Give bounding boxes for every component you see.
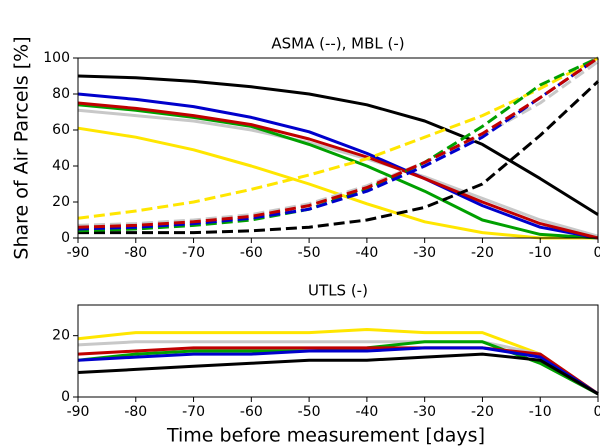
x-tick-label: -90 bbox=[67, 404, 90, 420]
series-line bbox=[77, 340, 599, 396]
axes-frame bbox=[77, 57, 599, 239]
axes-frame bbox=[77, 304, 599, 398]
y-tick-label: 20 bbox=[52, 328, 70, 344]
x-tick-label: -50 bbox=[298, 245, 321, 261]
series-line bbox=[77, 56, 599, 220]
x-tick-label: -30 bbox=[413, 404, 436, 420]
y-tick-label: 20 bbox=[52, 194, 70, 210]
x-tick-label: 0 bbox=[594, 404, 600, 420]
y-tick-label: 0 bbox=[61, 389, 70, 405]
y-tick-label: 80 bbox=[52, 86, 70, 102]
x-tick-label: -90 bbox=[67, 245, 90, 261]
y-axis-label: Share of Air Parcels [%] bbox=[11, 36, 33, 259]
x-tick-label: -40 bbox=[355, 245, 378, 261]
series-line bbox=[77, 328, 599, 396]
series-line bbox=[77, 74, 599, 216]
series-line bbox=[77, 92, 599, 240]
chart-title: UTLS (-) bbox=[308, 282, 368, 300]
series-line bbox=[77, 352, 599, 396]
x-tick-label: -20 bbox=[471, 245, 494, 261]
series-line bbox=[77, 56, 599, 231]
series-line bbox=[78, 80, 600, 235]
x-tick-label: -80 bbox=[124, 245, 147, 261]
series-line bbox=[77, 126, 598, 240]
y-tick-label: 100 bbox=[43, 50, 70, 66]
series-line bbox=[77, 101, 599, 240]
x-tick-label: -50 bbox=[298, 404, 321, 420]
x-tick-label: -60 bbox=[240, 404, 263, 420]
series-line bbox=[77, 56, 599, 233]
x-tick-label: -20 bbox=[471, 404, 494, 420]
series-line bbox=[77, 56, 599, 229]
y-tick-label: 60 bbox=[52, 122, 70, 138]
x-tick-label: -10 bbox=[529, 404, 552, 420]
x-tick-label: -40 bbox=[355, 404, 378, 420]
series-line bbox=[77, 346, 599, 396]
series-line bbox=[77, 108, 599, 238]
x-tick-label: -80 bbox=[124, 404, 147, 420]
x-tick-label: -70 bbox=[182, 245, 205, 261]
x-tick-label: -60 bbox=[240, 245, 263, 261]
x-tick-label: -10 bbox=[529, 245, 552, 261]
x-tick-label: -30 bbox=[413, 245, 436, 261]
x-tick-label: -70 bbox=[182, 404, 205, 420]
chart-title: ASMA (--), MBL (-) bbox=[271, 35, 404, 53]
series-line bbox=[77, 103, 599, 240]
y-tick-label: 40 bbox=[52, 158, 70, 174]
x-axis-label: Time before measurement [days] bbox=[166, 425, 485, 447]
y-tick-label: 0 bbox=[61, 230, 70, 246]
x-tick-label: 0 bbox=[594, 245, 600, 261]
